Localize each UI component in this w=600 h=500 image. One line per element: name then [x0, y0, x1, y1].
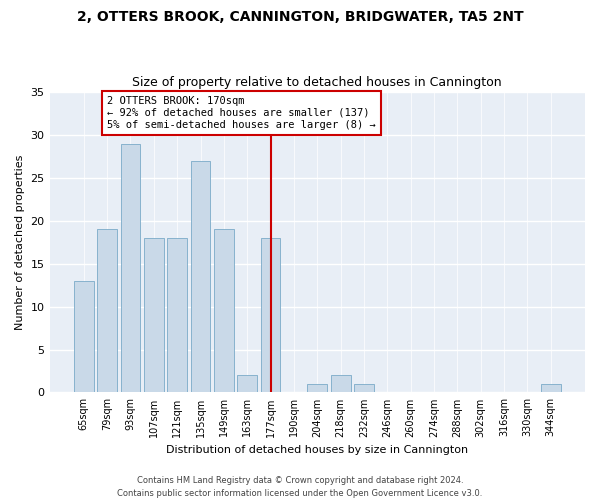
Bar	[307, 384, 327, 392]
Text: Contains HM Land Registry data © Crown copyright and database right 2024.
Contai: Contains HM Land Registry data © Crown c…	[118, 476, 482, 498]
Text: 2 OTTERS BROOK: 170sqm
← 92% of detached houses are smaller (137)
5% of semi-det: 2 OTTERS BROOK: 170sqm ← 92% of detached…	[107, 96, 376, 130]
Bar	[121, 144, 140, 392]
Title: Size of property relative to detached houses in Cannington: Size of property relative to detached ho…	[133, 76, 502, 90]
Text: 2, OTTERS BROOK, CANNINGTON, BRIDGWATER, TA5 2NT: 2, OTTERS BROOK, CANNINGTON, BRIDGWATER,…	[77, 10, 523, 24]
Bar	[144, 238, 164, 392]
Bar	[74, 281, 94, 392]
Bar	[97, 230, 117, 392]
Y-axis label: Number of detached properties: Number of detached properties	[15, 154, 25, 330]
Bar	[260, 238, 280, 392]
Bar	[214, 230, 234, 392]
Bar	[238, 376, 257, 392]
Bar	[354, 384, 374, 392]
Bar	[331, 376, 350, 392]
Bar	[167, 238, 187, 392]
X-axis label: Distribution of detached houses by size in Cannington: Distribution of detached houses by size …	[166, 445, 469, 455]
Bar	[541, 384, 560, 392]
Bar	[191, 160, 211, 392]
